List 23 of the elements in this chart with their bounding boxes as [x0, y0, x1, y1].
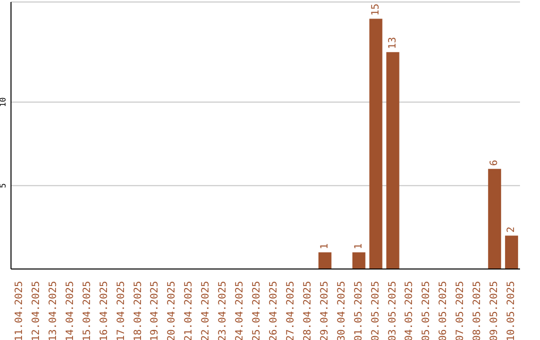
bar [369, 18, 382, 269]
y-tick-label: 5 [0, 182, 8, 188]
bar [488, 168, 502, 269]
x-tick-label: 10.05.2025 [506, 281, 518, 340]
x-tick-label: 17.04.2025 [116, 281, 127, 340]
bar [352, 252, 366, 269]
data-label: 1 [319, 243, 330, 250]
data-label: 15 [370, 4, 382, 16]
x-tick-label: 12.04.2025 [30, 281, 42, 340]
data-label: 2 [506, 226, 518, 233]
bar [318, 252, 332, 269]
x-tick-label: 18.04.2025 [132, 281, 144, 340]
x-tick-label: 11.04.2025 [14, 281, 25, 340]
bar [505, 236, 518, 269]
data-label: 13 [387, 37, 398, 50]
x-tick-label: 14.04.2025 [64, 281, 76, 340]
data-label: 1 [353, 243, 364, 250]
bar [386, 52, 400, 269]
x-tick-label: 16.04.2025 [98, 281, 110, 340]
x-tick-label: 13.04.2025 [48, 281, 59, 340]
x-tick-label: 19.04.2025 [150, 281, 161, 340]
x-tick-label: 15.04.2025 [82, 281, 93, 340]
data-label: 6 [489, 160, 500, 166]
